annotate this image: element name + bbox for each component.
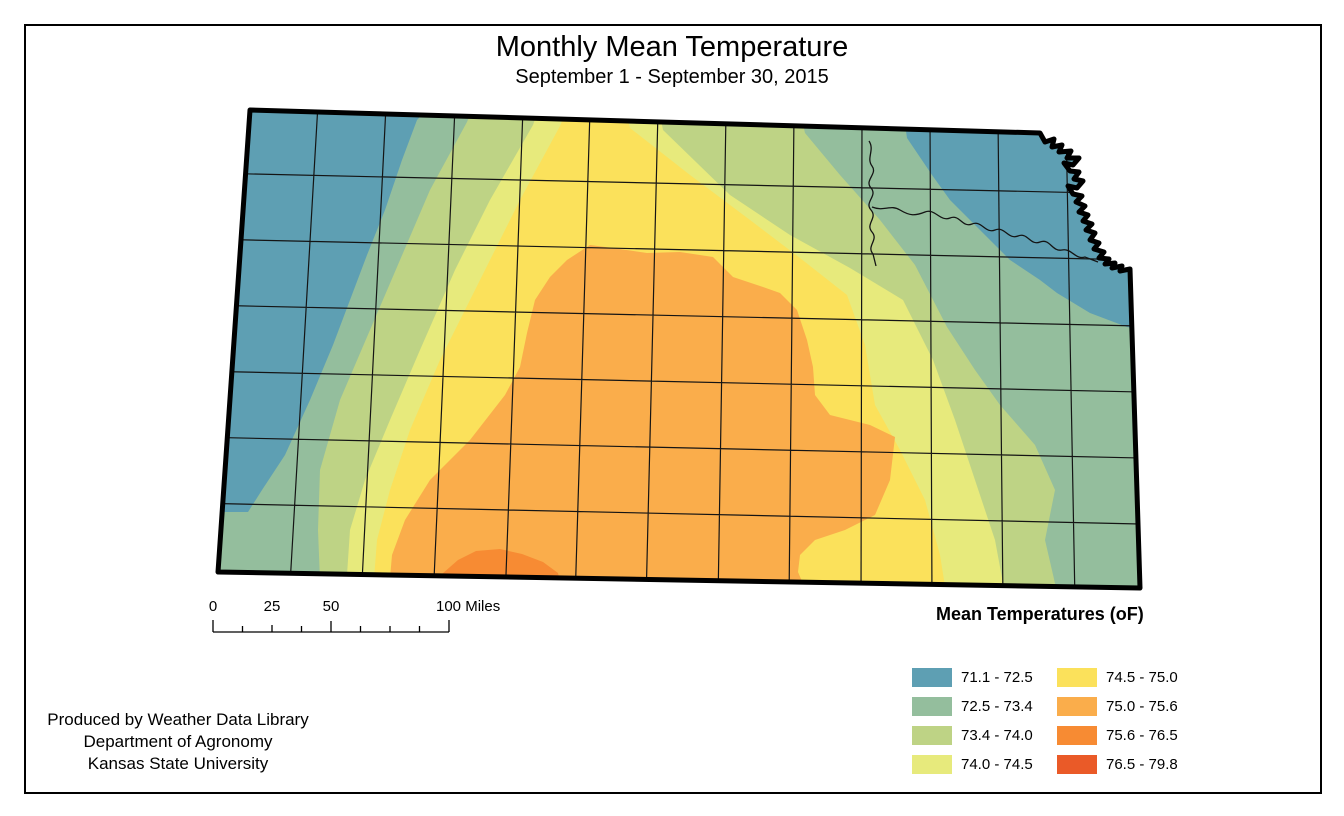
- state-outline: [215, 107, 1143, 591]
- scale-bar: 0 25 50 100 Miles: [205, 598, 515, 640]
- legend-label: 75.0 - 75.6: [1106, 698, 1178, 715]
- legend-item: 74.5 - 75.0: [1057, 668, 1202, 687]
- temperature-bands: [218, 110, 1140, 588]
- legend-item: 75.6 - 76.5: [1057, 726, 1202, 745]
- legend-swatch: [912, 697, 952, 716]
- legend-swatch: [912, 668, 952, 687]
- legend-swatch: [1057, 726, 1097, 745]
- scale-label-50: 50: [322, 598, 340, 615]
- legend-item: 73.4 - 74.0: [912, 726, 1057, 745]
- legend-swatch: [1057, 668, 1097, 687]
- legend-label: 73.4 - 74.0: [961, 727, 1033, 744]
- legend-item: 72.5 - 73.4: [912, 697, 1057, 716]
- credits: Produced by Weather Data Library Departm…: [28, 709, 328, 775]
- credits-line-2: Department of Agronomy: [83, 732, 273, 751]
- legend: 71.1 - 72.5 72.5 - 73.4 73.4 - 74.0 74.0…: [912, 668, 1202, 774]
- scale-bar-ticks: [212, 620, 450, 633]
- legend-swatch: [912, 726, 952, 745]
- legend-item: 76.5 - 79.8: [1057, 755, 1202, 774]
- legend-swatch: [1057, 755, 1097, 774]
- legend-item: 74.0 - 74.5: [912, 755, 1057, 774]
- credits-line-1: Produced by Weather Data Library: [47, 710, 309, 729]
- legend-label: 76.5 - 79.8: [1106, 756, 1178, 773]
- temp-band-west-71-1-72-5: [218, 110, 445, 512]
- map-title: Monthly Mean Temperature: [495, 31, 849, 63]
- legend-title: Mean Temperatures (oF): [936, 604, 1144, 624]
- map-subtitle: September 1 - September 30, 2015: [515, 66, 829, 89]
- temp-band-75-0-75-6: [390, 245, 895, 588]
- river-lines: [868, 140, 1099, 267]
- legend-swatch: [912, 755, 952, 774]
- county-boundaries: [218, 110, 1140, 588]
- legend-label: 72.5 - 73.4: [961, 698, 1033, 715]
- legend-swatch: [1057, 697, 1097, 716]
- legend-label: 75.6 - 76.5: [1106, 727, 1178, 744]
- scale-label-100-miles: 100 Miles: [436, 598, 501, 615]
- scale-label-25: 25: [263, 598, 281, 615]
- legend-item: 75.0 - 75.6: [1057, 697, 1202, 716]
- legend-label: 74.0 - 74.5: [961, 756, 1033, 773]
- page-frame: [24, 24, 1322, 794]
- legend-item: 71.1 - 72.5: [912, 668, 1057, 687]
- credits-line-3: Kansas State University: [87, 754, 269, 773]
- legend-label: 71.1 - 72.5: [961, 669, 1033, 686]
- scale-label-0: 0: [208, 598, 218, 615]
- legend-label: 74.5 - 75.0: [1106, 669, 1178, 686]
- title-block: Monthly Mean Temperature September 1 - S…: [24, 31, 1320, 89]
